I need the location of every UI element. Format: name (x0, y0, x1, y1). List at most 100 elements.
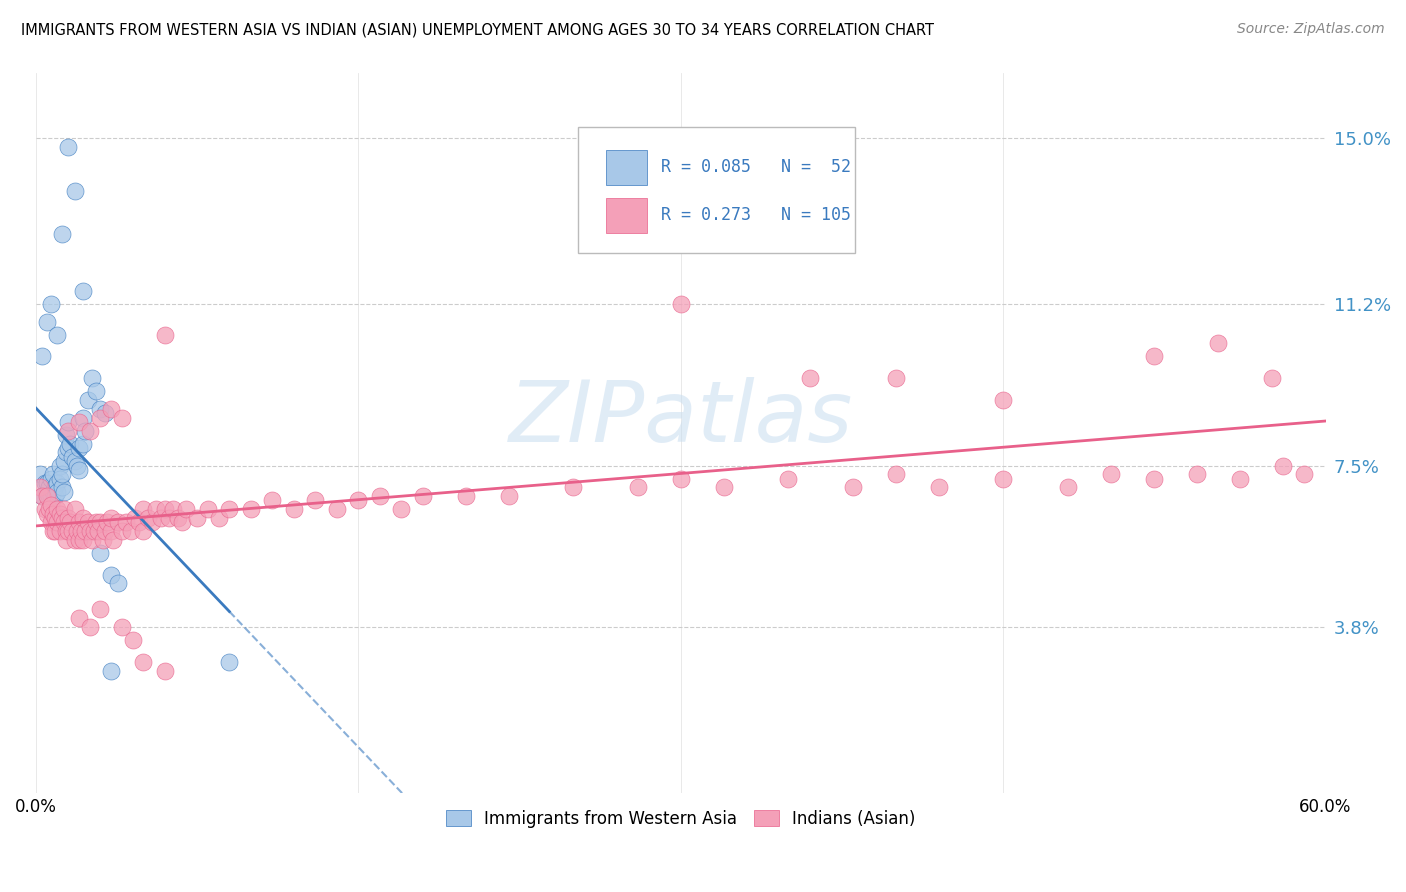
Point (1099, 467, 1122, 482)
Point (44, 524, 66, 538)
Point (80, 371, 103, 385)
Point (103, 533, 125, 547)
Point (149, 511, 172, 525)
Point (63, 502, 86, 516)
Point (76, 515, 98, 529)
Point (72, 511, 94, 525)
Point (389, 502, 412, 516)
Point (67, 415, 90, 429)
Point (157, 511, 180, 525)
Point (162, 502, 184, 516)
Point (562, 480, 585, 494)
Point (262, 493, 284, 508)
Point (51, 480, 73, 494)
Point (669, 297, 692, 311)
Point (100, 567, 122, 582)
Point (44, 480, 66, 494)
Text: R = 0.273   N = 105: R = 0.273 N = 105 (661, 206, 852, 225)
Legend: Immigrants from Western Asia, Indians (Asian): Immigrants from Western Asia, Indians (A… (439, 804, 922, 835)
Text: ZIPatlas: ZIPatlas (509, 377, 853, 460)
Point (38, 480, 60, 494)
Point (76, 393, 98, 408)
Point (207, 511, 229, 525)
Point (218, 655, 240, 669)
Point (31, 350, 53, 364)
Point (132, 502, 155, 516)
Point (1261, 371, 1284, 385)
Point (1185, 467, 1208, 482)
Point (799, 371, 821, 385)
Point (51, 511, 73, 525)
Point (153, 327, 176, 342)
Point (111, 524, 134, 538)
Point (89, 546, 111, 560)
Point (121, 632, 143, 647)
Point (66, 458, 89, 473)
Point (39, 489, 62, 503)
Point (991, 472, 1014, 486)
Point (84, 384, 107, 399)
Point (197, 502, 219, 516)
Point (75, 424, 97, 438)
Point (42, 484, 65, 499)
Point (48, 472, 70, 486)
Point (100, 401, 122, 416)
Point (38, 489, 60, 503)
Point (368, 489, 391, 503)
Point (669, 472, 692, 486)
Point (96, 515, 118, 529)
Point (89, 410, 111, 425)
Point (100, 664, 122, 678)
Point (55, 524, 77, 538)
Point (63, 533, 86, 547)
Point (79, 424, 101, 438)
Point (186, 511, 208, 525)
Point (38, 502, 60, 516)
Point (56, 424, 79, 438)
Point (72, 284, 94, 298)
Point (31, 489, 53, 503)
Point (46, 484, 69, 499)
Point (928, 480, 950, 494)
Point (67, 441, 90, 455)
Point (145, 502, 167, 516)
Point (107, 515, 129, 529)
Point (132, 524, 155, 538)
Point (70, 524, 93, 538)
Point (44, 511, 66, 525)
Point (115, 515, 138, 529)
Point (72, 410, 94, 425)
Point (34, 502, 56, 516)
Point (42, 507, 65, 521)
Point (83, 524, 105, 538)
Point (89, 602, 111, 616)
Point (153, 502, 176, 516)
Point (627, 480, 650, 494)
Point (304, 493, 326, 508)
Point (39, 498, 62, 512)
Point (124, 511, 146, 525)
Point (59, 515, 82, 529)
Point (1229, 472, 1251, 486)
Point (239, 502, 262, 516)
FancyBboxPatch shape (606, 150, 647, 185)
Point (56, 511, 79, 525)
Point (91, 533, 114, 547)
Point (454, 489, 477, 503)
Point (52, 484, 75, 499)
Point (841, 480, 863, 494)
Point (35, 489, 58, 503)
Point (52, 515, 75, 529)
Point (1142, 472, 1164, 486)
Point (62, 524, 84, 538)
Point (75, 524, 97, 538)
Point (93, 524, 115, 538)
Point (141, 515, 163, 529)
Point (128, 515, 150, 529)
Point (1056, 480, 1078, 494)
Point (51, 467, 73, 482)
Point (72, 533, 94, 547)
Point (79, 524, 101, 538)
Point (56, 441, 79, 455)
Point (778, 472, 800, 486)
